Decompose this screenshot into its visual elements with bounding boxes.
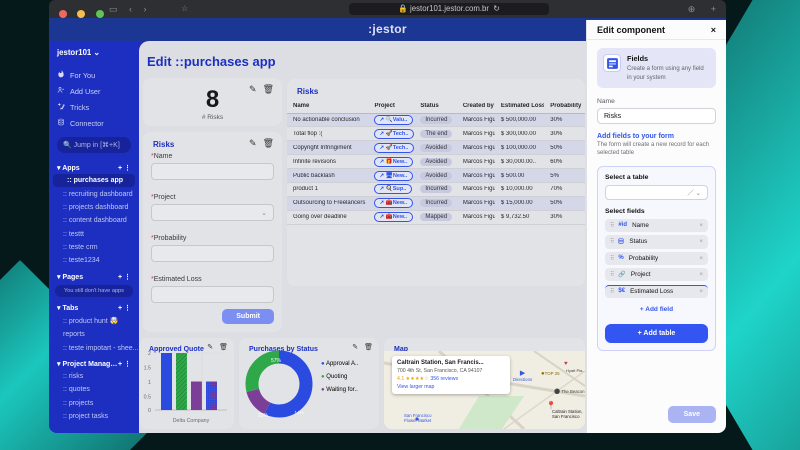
svg-text:0: 0 bbox=[148, 408, 151, 414]
svg-text:1: 1 bbox=[148, 380, 151, 386]
svg-text:14%: 14% bbox=[294, 410, 303, 415]
svg-text:Delta Company: Delta Company bbox=[173, 418, 210, 424]
svg-text:1.5: 1.5 bbox=[144, 366, 151, 372]
svg-text:57%: 57% bbox=[271, 358, 282, 364]
svg-text:0.5: 0.5 bbox=[144, 395, 151, 401]
svg-text:2: 2 bbox=[148, 351, 151, 357]
svg-text:29%: 29% bbox=[258, 413, 269, 419]
